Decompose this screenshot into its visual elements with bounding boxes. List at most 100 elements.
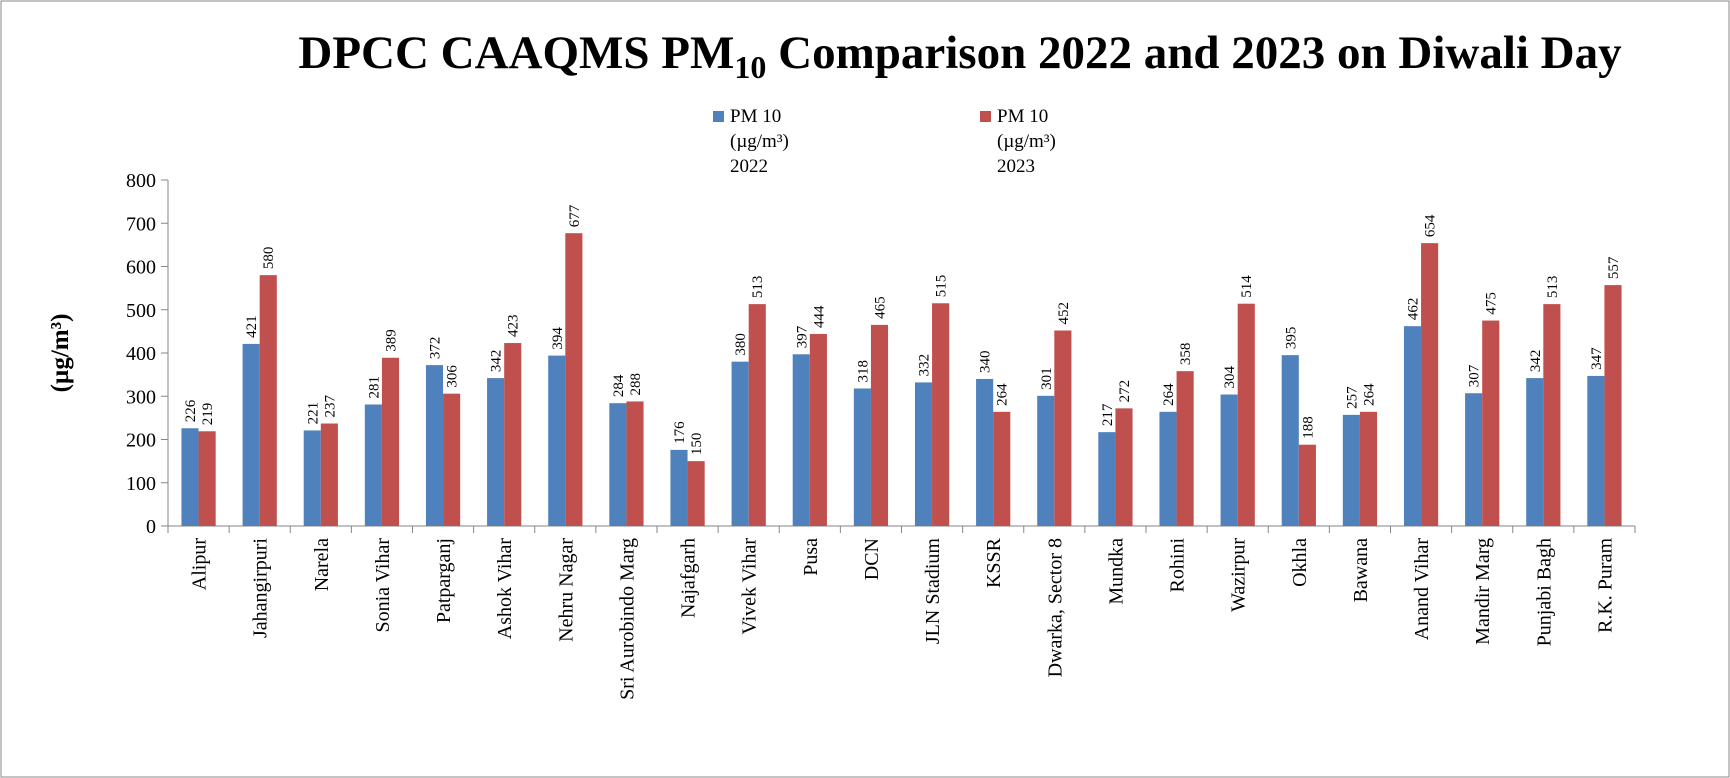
bar <box>1037 395 1055 526</box>
bar <box>443 393 461 526</box>
x-tick-label: Jahangirpuri <box>250 538 272 638</box>
bar <box>1342 414 1360 526</box>
y-tick-label: 0 <box>146 516 156 538</box>
value-label: 514 <box>1239 275 1255 298</box>
y-tick-label: 600 <box>126 257 156 279</box>
x-tick-label: DCN <box>861 538 883 580</box>
y-tick-label: 100 <box>126 473 156 495</box>
bar <box>1604 285 1622 526</box>
bar <box>1115 408 1133 526</box>
title-part: 10 <box>734 49 766 85</box>
bar <box>748 304 766 526</box>
x-tick-label: JLN Stadium <box>922 538 944 645</box>
bar <box>731 361 749 526</box>
value-label: 304 <box>1222 366 1238 389</box>
bar <box>364 404 382 526</box>
bar <box>1465 393 1483 526</box>
bar <box>626 401 644 526</box>
value-label: 340 <box>978 350 994 373</box>
bar <box>381 357 400 526</box>
bar <box>181 428 199 526</box>
value-label: 342 <box>489 350 505 373</box>
x-tick-label: Dwarka, Sector 8 <box>1044 538 1066 677</box>
value-label: 307 <box>1467 364 1483 387</box>
bar <box>1237 303 1255 526</box>
bar <box>993 411 1011 526</box>
value-label: 394 <box>550 327 566 350</box>
bar <box>1298 444 1316 526</box>
bar <box>487 378 505 526</box>
x-tick-label: Narela <box>311 538 333 591</box>
x-tick-label: Sonia Vihar <box>372 538 394 633</box>
value-label: 264 <box>1361 383 1377 406</box>
x-tick-label: KSSR <box>983 537 1005 588</box>
value-label: 332 <box>917 354 933 377</box>
value-label: 237 <box>322 394 338 417</box>
value-label: 306 <box>445 365 461 388</box>
bar <box>198 431 216 526</box>
bar <box>1526 378 1544 526</box>
x-tick-label: Sri Aurobindo Marg <box>616 538 638 700</box>
y-tick-label: 700 <box>126 213 156 235</box>
bar <box>1587 375 1605 526</box>
x-tick-label: Mandir Marg <box>1472 538 1494 645</box>
value-label: 264 <box>995 383 1011 406</box>
bar <box>1220 394 1238 526</box>
bar <box>914 382 933 526</box>
legend-swatch <box>713 111 724 122</box>
title-part: DPCC CAAQMS PM <box>298 27 734 79</box>
bar <box>792 354 810 526</box>
value-label: 515 <box>934 275 950 298</box>
value-label: 580 <box>261 247 277 270</box>
legend-entry: PM 10 (µg/m³) 2022 <box>713 104 818 179</box>
value-label: 475 <box>1484 292 1500 315</box>
value-label: 226 <box>183 399 199 422</box>
chart-title: DPCC CAAQMS PM10 Comparison 2022 and 202… <box>298 27 1622 85</box>
value-label: 513 <box>1545 276 1561 299</box>
y-axis-label: (µg/m³) <box>47 314 74 393</box>
x-tick-label: Okhla <box>1289 538 1311 587</box>
value-label: 281 <box>366 376 382 399</box>
bar <box>1281 355 1299 526</box>
value-label: 342 <box>1528 350 1544 373</box>
bar <box>670 449 688 526</box>
legend-label: PM 10 (µg/m³) 2023 <box>997 106 1056 177</box>
x-tick-label: Nehru Nagar <box>555 538 577 642</box>
value-label: 452 <box>1056 302 1072 325</box>
value-label: 677 <box>567 204 583 227</box>
value-label: 318 <box>855 360 871 383</box>
x-tick-label: Bawana <box>1350 538 1372 603</box>
value-label: 347 <box>1589 347 1605 370</box>
bar <box>1421 243 1439 526</box>
x-tick-label: Anand Vihar <box>1411 538 1433 641</box>
bar <box>1098 432 1116 526</box>
x-tick-label: Ashok Vihar <box>494 538 516 640</box>
x-tick-label: Mundka <box>1105 538 1127 605</box>
bar <box>1176 371 1194 526</box>
bar <box>259 275 277 526</box>
x-tick-label: Vivek Vihar <box>739 538 761 635</box>
x-tick-label: Pusa <box>800 538 822 576</box>
bar <box>853 388 871 526</box>
x-tick-label: Patparganj <box>433 538 455 623</box>
value-label: 380 <box>733 333 749 356</box>
bar <box>687 461 705 526</box>
x-tick-label: Alipur <box>189 538 211 591</box>
y-tick-label: 400 <box>126 343 156 365</box>
y-tick-label: 200 <box>126 430 156 452</box>
value-label: 423 <box>506 315 522 338</box>
value-label: 257 <box>1344 386 1360 409</box>
bar <box>809 333 827 526</box>
bar <box>609 403 627 526</box>
y-tick-label: 300 <box>126 386 156 408</box>
value-label: 288 <box>628 373 644 396</box>
value-label: 188 <box>1300 416 1316 439</box>
bar <box>1543 304 1561 526</box>
bar <box>1159 411 1177 526</box>
bar <box>1359 411 1378 526</box>
value-label: 462 <box>1406 298 1422 321</box>
bar <box>976 378 994 526</box>
